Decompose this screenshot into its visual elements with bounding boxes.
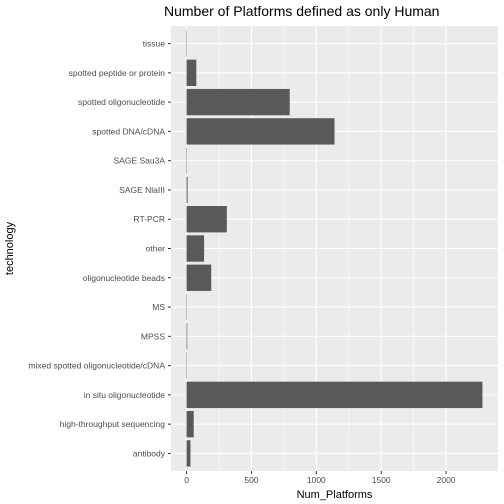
y-tick-label: spotted oligonucleotide	[78, 97, 165, 107]
bar-spotted-oligonucleotide	[186, 88, 290, 116]
bar-mpss	[186, 323, 188, 350]
bars	[186, 30, 483, 467]
y-tick-label: spotted peptide or protein	[69, 68, 166, 78]
y-tick-label: SAGE Sau3A	[113, 156, 165, 166]
y-tick-label: antibody	[133, 448, 166, 458]
y-tick-label: tissue	[143, 39, 165, 49]
y-tick-label: MS	[152, 302, 165, 312]
y-tick-label: mixed spotted oligonucleotide/cDNA	[28, 361, 165, 371]
major-gridlines	[171, 26, 498, 471]
bar-spotted-dna-cdna	[186, 118, 335, 145]
y-tick-label: oligonucleotide beads	[83, 273, 165, 283]
y-axis-title: technology	[4, 221, 16, 275]
bar-spotted-peptide-or-protein	[186, 59, 197, 87]
bar-rt-pcr	[186, 206, 227, 233]
bar-sage-nlaiii	[186, 176, 188, 204]
x-tick-label: 1500	[372, 475, 391, 485]
y-tick-label: SAGE NlaIII	[119, 185, 165, 195]
y-tick-label: RT-PCR	[134, 214, 166, 224]
y-tick-label: high-throughput sequencing	[60, 419, 166, 429]
bar-high-throughput-sequencing	[186, 410, 194, 438]
x-tick-label: 1000	[307, 475, 326, 485]
x-tick-label: 2000	[437, 475, 456, 485]
y-axis-ticks: antibody high-throughput sequencing in sit…	[28, 39, 171, 458]
chart-title: Number of Platforms defined as only Huma…	[164, 3, 439, 19]
bar-other	[186, 235, 205, 262]
y-tick-label: in situ oligonucleotide	[84, 390, 166, 400]
y-tick-label: other	[146, 244, 166, 254]
bar-in-situ-oligonucleotide	[186, 381, 483, 409]
bar-antibody	[186, 440, 191, 467]
bar-oligonucleotide-beads	[186, 264, 212, 291]
y-tick-label: spotted DNA/cDNA	[92, 126, 165, 136]
y-tick-label: MPSS	[141, 331, 165, 341]
x-tick-label: 500	[244, 475, 258, 485]
x-axis-ticks: 0 500 1000 1500 2000	[184, 471, 456, 485]
x-tick-label: 0	[184, 475, 189, 485]
x-axis-title: Num_Platforms	[297, 489, 373, 501]
